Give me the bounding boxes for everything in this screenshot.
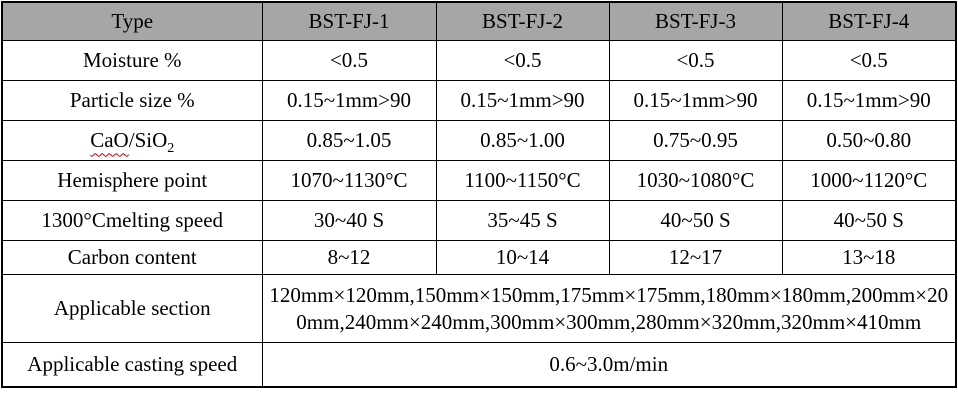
row-label: Applicable casting speed [1,342,263,388]
cell-value: 1000~1120°C [781,160,957,201]
header-cell-bst-fj-4: BST-FJ-4 [781,1,957,41]
header-cell-bst-fj-3: BST-FJ-3 [608,1,783,41]
cell-value: 0.15~1mm>90 [261,80,437,121]
row-label: Carbon content [1,240,263,275]
row-label-text: /SiO [128,128,168,153]
cell-value: 0.15~1mm>90 [435,80,610,121]
cell-value: 30~40 S [261,200,437,241]
header-cell-bst-fj-2: BST-FJ-2 [435,1,610,41]
cell-value: <0.5 [261,40,437,81]
row-label: Hemisphere point [1,160,263,201]
cell-value: 1030~1080°C [608,160,783,201]
cell-value: 10~14 [435,240,610,275]
cell-value: 1070~1130°C [261,160,437,201]
cell-value: 0.85~1.00 [435,120,610,161]
subscript-text: 2 [167,141,175,157]
cell-applicable-section: 120mm×120mm,150mm×150mm,175mm×175mm,180m… [261,274,957,343]
cell-value: 40~50 S [608,200,783,241]
header-row: Type BST-FJ-1 BST-FJ-2 BST-FJ-3 BST-FJ-4 [1,1,957,41]
cell-value: <0.5 [608,40,783,81]
cell-value: 0.75~0.95 [608,120,783,161]
cell-value: <0.5 [781,40,957,81]
table-row-moisture: Moisture % <0.5 <0.5 <0.5 <0.5 [1,40,957,81]
row-label: Moisture % [1,40,263,81]
cell-value: 1100~1150°C [435,160,610,201]
row-label: Particle size % [1,80,263,121]
cell-value: 35~45 S [435,200,610,241]
table-row-melting-speed: 1300°Cmelting speed 30~40 S 35~45 S 40~5… [1,200,957,241]
row-label: 1300°Cmelting speed [1,200,263,241]
cell-value: 0.85~1.05 [261,120,437,161]
cell-value: <0.5 [435,40,610,81]
table-row-hemisphere-point: Hemisphere point 1070~1130°C 1100~1150°C… [1,160,957,201]
cell-value: 13~18 [781,240,957,275]
table-row-casting-speed: Applicable casting speed 0.6~3.0m/min [1,342,957,388]
product-spec-table: Type BST-FJ-1 BST-FJ-2 BST-FJ-3 BST-FJ-4… [1,1,957,388]
header-cell-type: Type [1,1,263,41]
cell-value: 0.50~0.80 [781,120,957,161]
cell-value: 0.15~1mm>90 [781,80,957,121]
cell-casting-speed: 0.6~3.0m/min [261,342,957,388]
cell-value: 40~50 S [781,200,957,241]
cell-value: 12~17 [608,240,783,275]
row-label: Applicable section [1,274,263,343]
row-label: CaO/SiO2 [1,120,263,161]
cell-value: 8~12 [261,240,437,275]
cell-value: 0.15~1mm>90 [608,80,783,121]
header-cell-bst-fj-1: BST-FJ-1 [261,1,437,41]
table-row-carbon-content: Carbon content 8~12 10~14 12~17 13~18 [1,240,957,275]
table-row-applicable-section: Applicable section 120mm×120mm,150mm×150… [1,274,957,343]
table-row-particle-size: Particle size % 0.15~1mm>90 0.15~1mm>90 … [1,80,957,121]
table-row-cao-sio2: CaO/SiO2 0.85~1.05 0.85~1.00 0.75~0.95 0… [1,120,957,161]
misspelled-text: CaO [90,128,129,153]
